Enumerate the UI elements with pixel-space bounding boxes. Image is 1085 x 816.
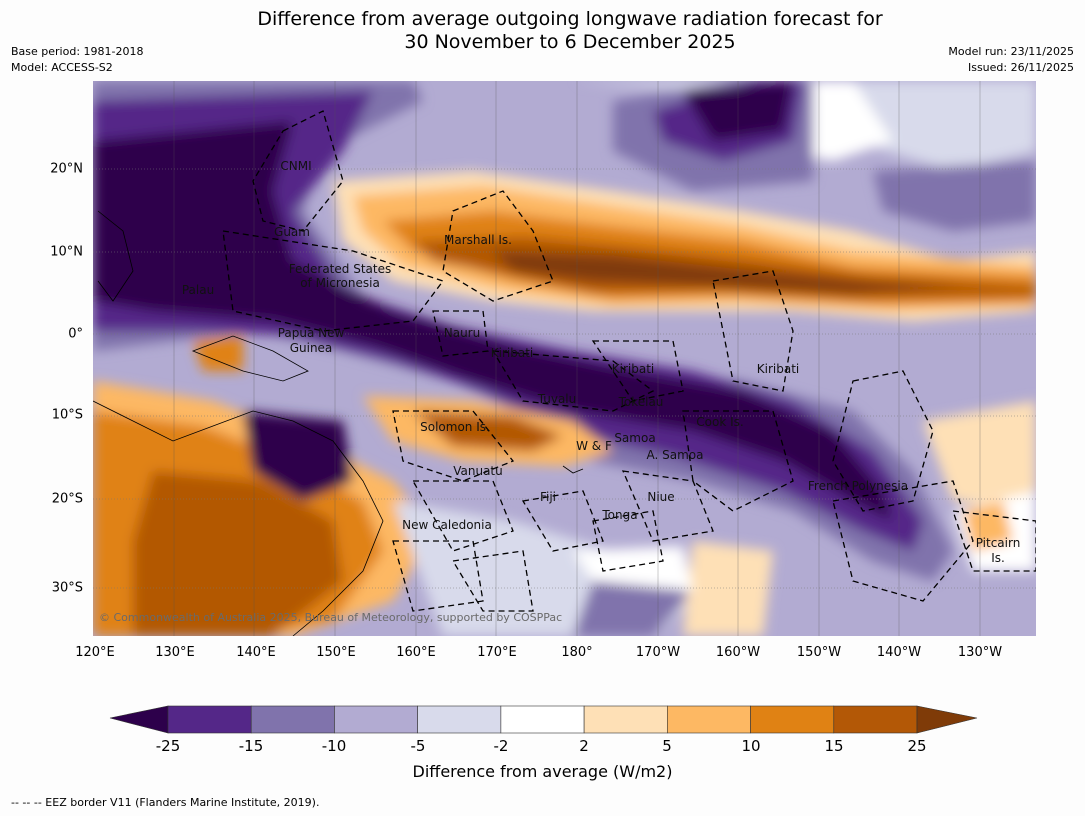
label-png-1: Papua New [278,326,345,340]
place-labels: CNMI Guam Marshall Is. Federated States … [182,159,1020,565]
colorbar-cell [583,705,668,734]
colorbar-extend-high [916,705,978,734]
label-fsm-1: Federated States [289,262,391,276]
label-kiribati-east: Kiribati [757,362,799,376]
lon-label-160e: 160°E [396,645,436,660]
colorbar-tick: -5 [410,737,426,755]
lat-label-10s: 10°S [51,407,83,423]
label-cook-is: Cook Is. [696,415,743,429]
label-nauru: Nauru [444,326,480,340]
label-marshall-is: Marshall Is. [444,233,512,247]
graticule [93,168,1036,589]
label-kiribati-west: Kiribati [491,346,533,360]
colorbar-tick: -10 [321,737,347,755]
label-kiribati-central: Kiribati [612,362,654,376]
label-tonga: Tonga [601,508,637,522]
lat-label-20n: 20°N [50,161,83,177]
olr-anomaly-map: CNMI Guam Marshall Is. Federated States … [93,81,1036,636]
label-tuvalu: Tuvalu [537,392,577,406]
lon-label-130w: 130°W [957,645,1003,660]
colorbar-cell [334,705,418,734]
colorbar-cell [250,705,335,734]
title-line-1: Difference from average outgoing longwav… [257,8,883,30]
colorbar-cell [750,705,835,734]
lon-label-170e: 170°E [477,645,517,660]
lon-label-150e: 150°E [316,645,356,660]
label-fsm-2: of Micronesia [300,276,380,290]
colorbar-tick: -25 [155,737,181,755]
lon-label-170w: 170°W [635,645,681,660]
lat-label-0: 0° [68,326,83,342]
title-line-2: 30 November to 6 December 2025 [404,31,736,53]
lat-label-10n: 10°N [50,244,83,260]
label-pitcairn-2: Is. [991,551,1005,565]
model-run: Model run: 23/11/2025 [948,45,1074,58]
label-guam: Guam [274,225,310,239]
colorbar [109,705,978,734]
colorbar-tick: -15 [238,737,264,755]
colorbar-tick: 10 [741,737,761,755]
coastlines [93,210,584,636]
label-palau: Palau [182,283,214,297]
label-pitcairn-1: Pitcairn [976,536,1021,550]
meta-left: Base period: 1981-2018 Model: ACCESS-S2 [11,44,143,76]
lat-label-20s: 20°S [51,491,83,507]
base-period: Base period: 1981-2018 [11,45,144,58]
label-a-samoa: A. Samoa [647,448,704,462]
chart-title: Difference from average outgoing longwav… [0,8,1085,54]
label-solomon-is: Solomon Is. [420,420,490,434]
meta-right: Model run: 23/11/2025 Issued: 26/11/2025 [948,44,1074,76]
label-tokelau: Tokelau [618,395,664,409]
colorbar-cell [833,705,918,734]
lon-label-150w: 150°W [796,645,842,660]
model-name: Model: ACCESS-S2 [11,61,113,74]
lon-label-120e: 120°E [75,645,115,660]
eez-borders [222,110,1036,612]
lon-label-130e: 130°E [155,645,195,660]
colorbar-tick: -2 [493,737,509,755]
anomaly-field [93,81,1036,636]
colorbar-cells [167,705,918,734]
label-vanuatu: Vanuatu [453,464,503,478]
lon-label-140w: 140°W [876,645,922,660]
colorbar-label: Difference from average (W/m2) [412,762,673,781]
colorbar-tick: 15 [824,737,844,755]
label-new-caledonia: New Caledonia [402,518,492,532]
label-fiji: Fiji [540,490,556,504]
label-samoa: Samoa [614,431,655,445]
label-french-polynesia: French Polynesia [808,479,908,493]
issued-date: Issued: 26/11/2025 [967,61,1074,74]
colorbar-cell [500,705,585,734]
colorbar-cell [417,705,502,734]
label-w-and-f: W & F [576,439,612,453]
colorbar-tick: 2 [579,737,589,755]
label-cnmi: CNMI [280,159,311,173]
copyright-notice: © Commonwealth of Australia 2025, Bureau… [99,611,562,624]
colorbar-extend-low [109,705,169,734]
colorbar-cell [667,705,751,734]
label-png-2: Guinea [290,341,333,355]
colorbar-tick: 5 [662,737,672,755]
eez-footnote: -- -- -- EEZ border V11 (Flanders Marine… [11,796,320,809]
label-niue: Niue [647,490,674,504]
colorbar-tick: 25 [907,737,927,755]
lon-label-140e: 140°E [236,645,276,660]
lat-label-30s: 30°S [51,580,83,596]
lon-label-160w: 160°W [715,645,761,660]
lon-label-180: 180° [561,645,593,660]
colorbar-cell [167,705,252,734]
